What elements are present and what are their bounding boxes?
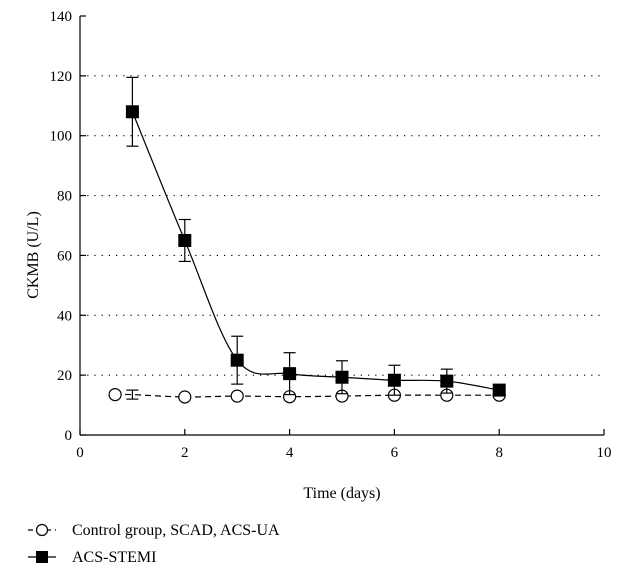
data-point-1-6 — [440, 374, 454, 388]
data-point-1-5 — [387, 373, 401, 387]
legend-item-control: Control group, SCAD, ACS-UA — [28, 522, 280, 539]
y-tick-label-140: 140 — [50, 9, 73, 25]
legend: Control group, SCAD, ACS-UA ACS-STEMI — [28, 522, 280, 566]
y-tick-label-20: 20 — [57, 368, 72, 384]
data-point-1-4 — [335, 370, 349, 384]
data-point-1-1 — [178, 233, 192, 247]
y-tick-label-60: 60 — [57, 248, 72, 264]
x-tick-label-2: 2 — [181, 445, 189, 461]
data-point-1-3 — [283, 367, 297, 381]
y-tick-label-120: 120 — [50, 69, 73, 85]
x-tick-label-6: 6 — [391, 445, 399, 461]
data-point-0-0 — [108, 387, 122, 402]
legend-marker-stemi — [36, 551, 48, 563]
y-tick-label-40: 40 — [57, 308, 72, 324]
data-point-0-3 — [230, 389, 244, 403]
series-line-1 — [131, 111, 500, 391]
legend-label-stemi: ACS-STEMI — [72, 549, 156, 566]
x-axis-label: Time (days) — [303, 485, 380, 502]
x-tick-label-0: 0 — [76, 445, 84, 461]
y-tick-label-100: 100 — [50, 129, 73, 145]
gridlines — [80, 75, 604, 376]
x-tick-label-4: 4 — [286, 445, 294, 461]
series-1 — [125, 76, 506, 397]
data-point-1-0 — [125, 105, 139, 119]
data-point-1-7 — [492, 383, 506, 397]
legend-item-stemi: ACS-STEMI — [28, 549, 156, 566]
y-tick-label-0: 0 — [65, 428, 73, 444]
axes: 0 20 40 60 80 100 120 140 0 2 4 6 8 10 — [50, 9, 612, 461]
x-tick-label-8: 8 — [495, 445, 503, 461]
x-tick-label-10: 10 — [597, 445, 612, 461]
series-layer — [108, 76, 506, 404]
data-point-0-2 — [178, 390, 192, 404]
legend-label-control: Control group, SCAD, ACS-UA — [72, 522, 280, 539]
data-point-1-2 — [230, 353, 244, 367]
y-tick-label-80: 80 — [57, 189, 72, 205]
y-axis-label: CKMB (U/L) — [25, 211, 42, 299]
legend-marker-control — [35, 523, 49, 537]
series-0 — [108, 387, 506, 404]
